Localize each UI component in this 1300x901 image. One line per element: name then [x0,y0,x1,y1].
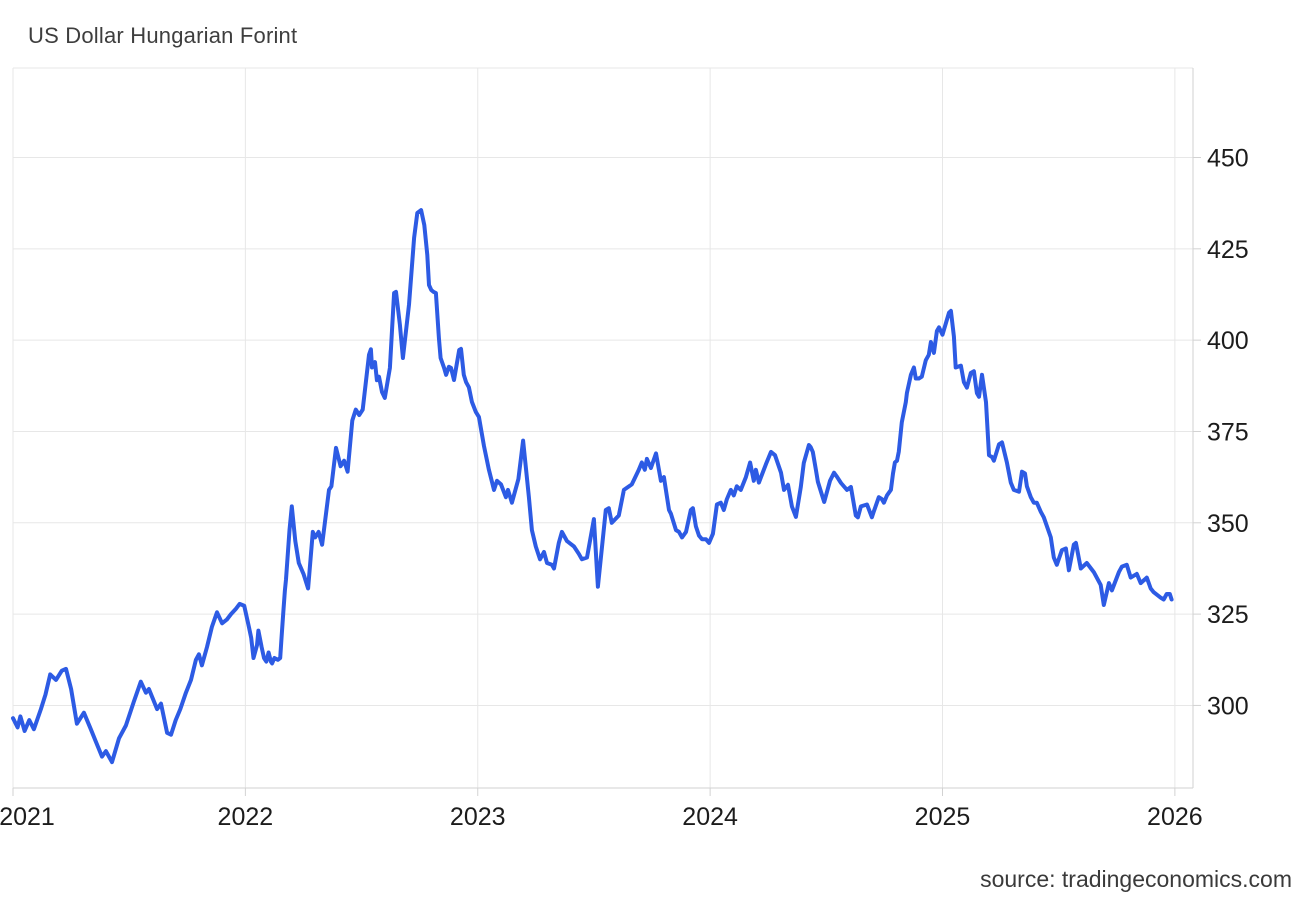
x-axis-label: 2022 [218,803,274,831]
y-axis-label: 325 [1207,601,1249,629]
y-axis-label: 400 [1207,327,1249,355]
source-credit: source: tradingeconomics.com [980,866,1292,892]
x-axis-label: 2024 [682,803,738,831]
x-axis-label: 2026 [1147,803,1203,831]
x-axis-label: 2021 [0,803,55,831]
y-axis-label: 450 [1207,144,1249,172]
x-axis-label: 2025 [915,803,971,831]
chart-title: US Dollar Hungarian Forint [28,23,298,48]
y-axis-label: 375 [1207,418,1249,446]
y-axis-label: 350 [1207,510,1249,538]
x-axis-label: 2023 [450,803,506,831]
usdhuf-series-line [11,208,1174,765]
y-axis-label: 425 [1207,236,1249,264]
y-axis-label: 300 [1207,692,1249,720]
